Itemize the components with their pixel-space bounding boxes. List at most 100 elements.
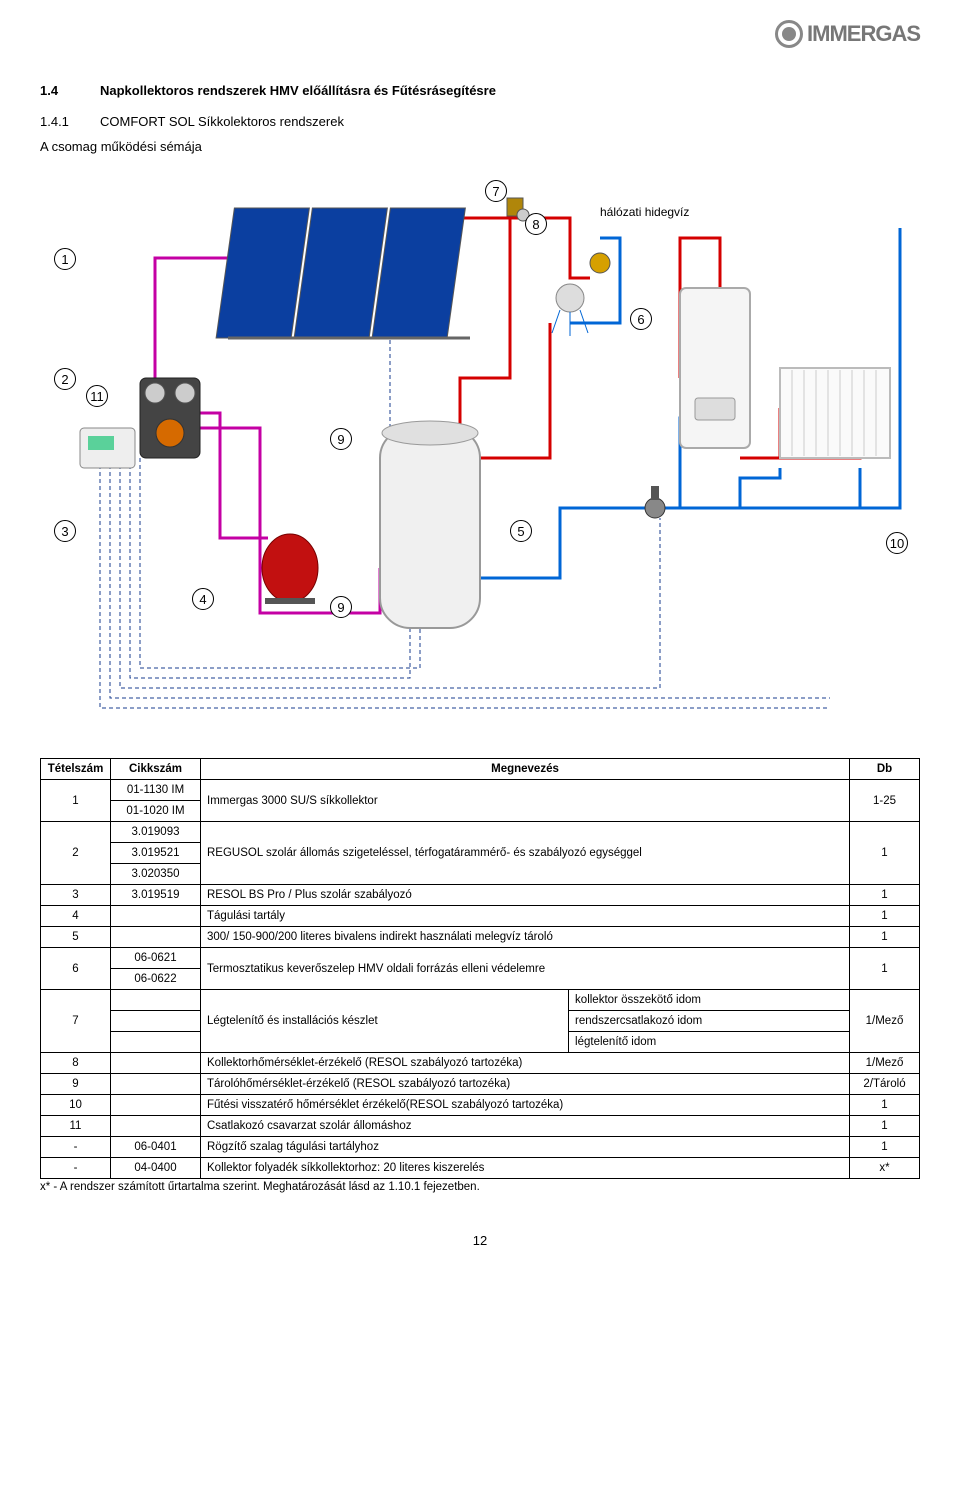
footnote: x* - A rendszer számított űrtartalma sze… [40, 1181, 920, 1193]
logo: IMMERGAS [775, 20, 920, 48]
cell-tetelszam: 5 [41, 927, 111, 948]
callout-11: 11 [86, 385, 108, 407]
cell-tetelszam: 3 [41, 885, 111, 906]
th-db: Db [850, 759, 920, 780]
cell-cikkszam [111, 1053, 201, 1074]
callout-1: 1 [54, 248, 76, 270]
cell-cikkszam [111, 1116, 201, 1137]
callout-2: 2 [54, 368, 76, 390]
cell-db: 1/Mező [850, 990, 920, 1053]
system-diagram: 1 2 3 4 5 6 7 8 9 9 10 11 hálózati hideg… [40, 168, 920, 728]
cell-db: 1 [850, 927, 920, 948]
cell-tetelszam: 7 [41, 990, 111, 1053]
cell-db: 1/Mező [850, 1053, 920, 1074]
cell-cikkszam [111, 1074, 201, 1095]
cell-megnevezes: Termosztatikus keverőszelep HMV oldali f… [201, 948, 850, 990]
cell-db: 2/Tároló [850, 1074, 920, 1095]
cell-megnevezes: RESOL BS Pro / Plus szolár szabályozó [201, 885, 850, 906]
cell-cikkszam [111, 1032, 201, 1053]
table-row: 23.019093REGUSOL szolár állomás szigetel… [41, 822, 920, 843]
table-row: 11 Csatlakozó csavarzat szolár állomáshoz… [41, 1116, 920, 1137]
cell-megnevezes: Rögzítő szalag tágulási tartályhoz [201, 1137, 850, 1158]
cell-megnevezes: REGUSOL szolár állomás szigeteléssel, té… [201, 822, 850, 885]
table-row: 5300/ 150-900/200 literes bivalens indir… [41, 927, 920, 948]
cold-water-label: hálózati hidegvíz [600, 205, 689, 219]
cell-cikkszam: 06-0401 [111, 1137, 201, 1158]
section-number: 1.4 [40, 83, 100, 98]
table-row: 10 Fűtési visszatérő hőmérséklet érzékelő… [41, 1095, 920, 1116]
section-heading: 1.4 Napkollektoros rendszerek HMV előáll… [40, 83, 920, 98]
cell-megnevezes: Fűtési visszatérő hőmérséklet érzékelő(R… [201, 1095, 850, 1116]
table-row: -06-0401Rögzítő szalag tágulási tartályh… [41, 1137, 920, 1158]
cell-db: 1 [850, 822, 920, 885]
cell-cikkszam: 01-1020 IM [111, 801, 201, 822]
cell-cikkszam [111, 906, 201, 927]
cell-sub: rendszercsatlakozó idom [569, 1011, 850, 1032]
cell-cikkszam [111, 1095, 201, 1116]
cell-db: 1 [850, 1095, 920, 1116]
cell-tetelszam: 2 [41, 822, 111, 885]
cell-tetelszam: - [41, 1137, 111, 1158]
callout-8: 8 [525, 213, 547, 235]
table-row: 33.019519RESOL BS Pro / Plus szolár szab… [41, 885, 920, 906]
cell-cikkszam: 04-0400 [111, 1158, 201, 1179]
cell-megnevezes: Kollektor folyadék síkkollektorhoz: 20 l… [201, 1158, 850, 1179]
header-logo: IMMERGAS [40, 20, 920, 53]
callout-9a: 9 [330, 428, 352, 450]
table-row: 101-1130 IMImmergas 3000 SU/S síkkollekt… [41, 780, 920, 801]
cell-cikkszam: 01-1130 IM [111, 780, 201, 801]
cell-cikkszam [111, 1011, 201, 1032]
callout-4: 4 [192, 588, 214, 610]
th-megnevezes: Megnevezés [201, 759, 850, 780]
table-row: 4 Tágulási tartály1 [41, 906, 920, 927]
cell-sub: légtelenítő idom [569, 1032, 850, 1053]
callout-6: 6 [630, 308, 652, 330]
components-table: Tételszám Cikkszám Megnevezés Db 101-113… [40, 758, 920, 1179]
cell-db: 1 [850, 1137, 920, 1158]
cell-cikkszam: 3.020350 [111, 864, 201, 885]
table-row: 9 Tárolóhőmérséklet-érzékelő (RESOL szabá… [41, 1074, 920, 1095]
callout-9b: 9 [330, 596, 352, 618]
callout-3: 3 [54, 520, 76, 542]
cell-db: 1 [850, 906, 920, 927]
cell-cikkszam: 3.019093 [111, 822, 201, 843]
sub-heading: 1.4.1 COMFORT SOL Síkkolektoros rendszer… [40, 114, 920, 129]
subsection-number: 1.4.1 [40, 114, 100, 129]
cell-cikkszam: 06-0622 [111, 969, 201, 990]
page-number: 12 [40, 1233, 920, 1248]
cell-megnevezes: Kollektorhőmérséklet-érzékelő (RESOL sza… [201, 1053, 850, 1074]
cell-cikkszam: 06-0621 [111, 948, 201, 969]
cell-megnevezes: Légtelenítő és installációs készlet [201, 990, 569, 1053]
callout-5: 5 [510, 520, 532, 542]
cell-tetelszam: 9 [41, 1074, 111, 1095]
cell-tetelszam: 10 [41, 1095, 111, 1116]
cell-megnevezes: Csatlakozó csavarzat szolár állomáshoz [201, 1116, 850, 1137]
cell-tetelszam: 4 [41, 906, 111, 927]
cell-tetelszam: 11 [41, 1116, 111, 1137]
cell-cikkszam [111, 990, 201, 1011]
cell-db: 1 [850, 885, 920, 906]
cell-tetelszam: 1 [41, 780, 111, 822]
cell-tetelszam: 6 [41, 948, 111, 990]
cell-db: 1 [850, 948, 920, 990]
cell-megnevezes: Tágulási tartály [201, 906, 850, 927]
cell-megnevezes: Tárolóhőmérséklet-érzékelő (RESOL szabál… [201, 1074, 850, 1095]
table-row: 8 Kollektorhőmérséklet-érzékelő (RESOL sz… [41, 1053, 920, 1074]
subsection-title: COMFORT SOL Síkkolektoros rendszerek [100, 114, 344, 129]
cell-db: 1-25 [850, 780, 920, 822]
cell-db: 1 [850, 1116, 920, 1137]
logo-text: IMMERGAS [807, 21, 920, 47]
logo-icon [775, 20, 803, 48]
cell-megnevezes: Immergas 3000 SU/S síkkollektor [201, 780, 850, 822]
table-row: -04-0400Kollektor folyadék síkkollektorh… [41, 1158, 920, 1179]
cell-cikkszam [111, 927, 201, 948]
cell-db: x* [850, 1158, 920, 1179]
cell-tetelszam: - [41, 1158, 111, 1179]
th-cikkszam: Cikkszám [111, 759, 201, 780]
schema-label: A csomag működési sémája [40, 139, 920, 154]
cell-tetelszam: 8 [41, 1053, 111, 1074]
callout-10: 10 [886, 532, 908, 554]
table-row: 7Légtelenítő és installációs készletkoll… [41, 990, 920, 1011]
table-header-row: Tételszám Cikkszám Megnevezés Db [41, 759, 920, 780]
cell-cikkszam: 3.019519 [111, 885, 201, 906]
